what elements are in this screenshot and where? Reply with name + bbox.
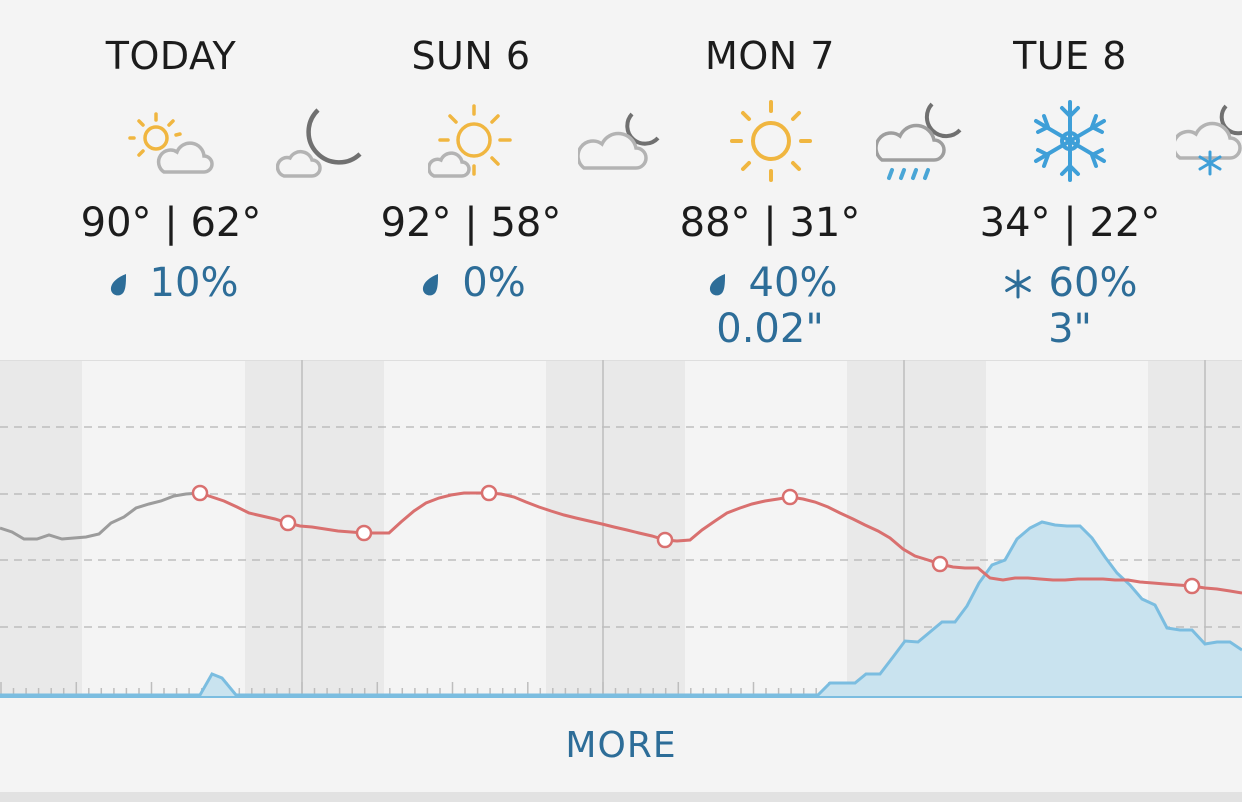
temperature-marker (279, 514, 297, 532)
temperature-high-marker (191, 484, 209, 502)
temperature-high-marker (480, 484, 498, 502)
snowflake-icon (1004, 269, 1031, 299)
raindrop-icon (709, 274, 725, 296)
sunny-icon (730, 100, 812, 182)
day-column-mon-7: MON 7 88° | 31° 40% 0.02" (660, 0, 880, 360)
bottom-divider (0, 792, 1242, 802)
temperature-line (199, 491, 1242, 595)
night-shading (0, 360, 1242, 696)
day-column-sun-6: SUN 6 92° | 58° 0% (361, 0, 581, 360)
temperature-high-low: 92° | 58° (380, 200, 562, 246)
more-section: MORE (0, 696, 1242, 794)
day-column-tue-8: TUE 8 34° | 22° 60% 3" (960, 0, 1180, 360)
temperature-high-low: 90° | 62° (80, 200, 262, 246)
day-title: TODAY (105, 34, 237, 78)
partly-sunny-icon (428, 104, 512, 178)
temperature-marker (1183, 577, 1201, 595)
temperature-low-marker (656, 531, 674, 549)
rain-night-icon (876, 102, 962, 180)
precip-chance: 60% (960, 260, 1180, 306)
temperature-high-marker (781, 488, 799, 506)
precip-chance: 40% (660, 260, 880, 306)
day-column-today: TODAY 90° | 62° 10% (61, 0, 281, 360)
precip-amount: 3" (1048, 306, 1092, 352)
temperature-high-low: 88° | 31° (679, 200, 861, 246)
snowflake-icon (1034, 100, 1106, 182)
partly-cloudy-day-icon (128, 112, 214, 174)
precip-chance: 10% (61, 260, 281, 306)
temperature-low-marker (931, 555, 949, 573)
day-title: TUE 8 (1013, 34, 1127, 78)
precip-chance-value: 10% (149, 260, 239, 306)
temperature-low-marker (355, 524, 373, 542)
past-temperature-line (0, 491, 201, 541)
snow-night-icon (1176, 104, 1242, 176)
day-title: MON 7 (705, 34, 835, 78)
cloudy-night-icon (578, 112, 660, 170)
raindrop-icon (423, 274, 439, 296)
temperature-markers (191, 484, 1201, 595)
precip-amount: 0.02" (716, 306, 824, 352)
temperature-high-low: 34° | 22° (979, 200, 1161, 246)
precip-line (0, 520, 1242, 696)
partly-cloudy-night-icon (276, 108, 362, 178)
more-button[interactable]: MORE (565, 725, 677, 766)
precip-area (0, 522, 1242, 696)
precip-chance: 0% (361, 260, 581, 306)
gridlines (0, 426, 1242, 628)
hourly-chart (0, 360, 1242, 696)
precip-chance-value: 40% (748, 260, 838, 306)
day-title: SUN 6 (411, 34, 531, 78)
precip-chance-value: 60% (1048, 260, 1138, 306)
raindrop-icon (110, 274, 126, 296)
precip-chance-value: 0% (462, 260, 526, 306)
